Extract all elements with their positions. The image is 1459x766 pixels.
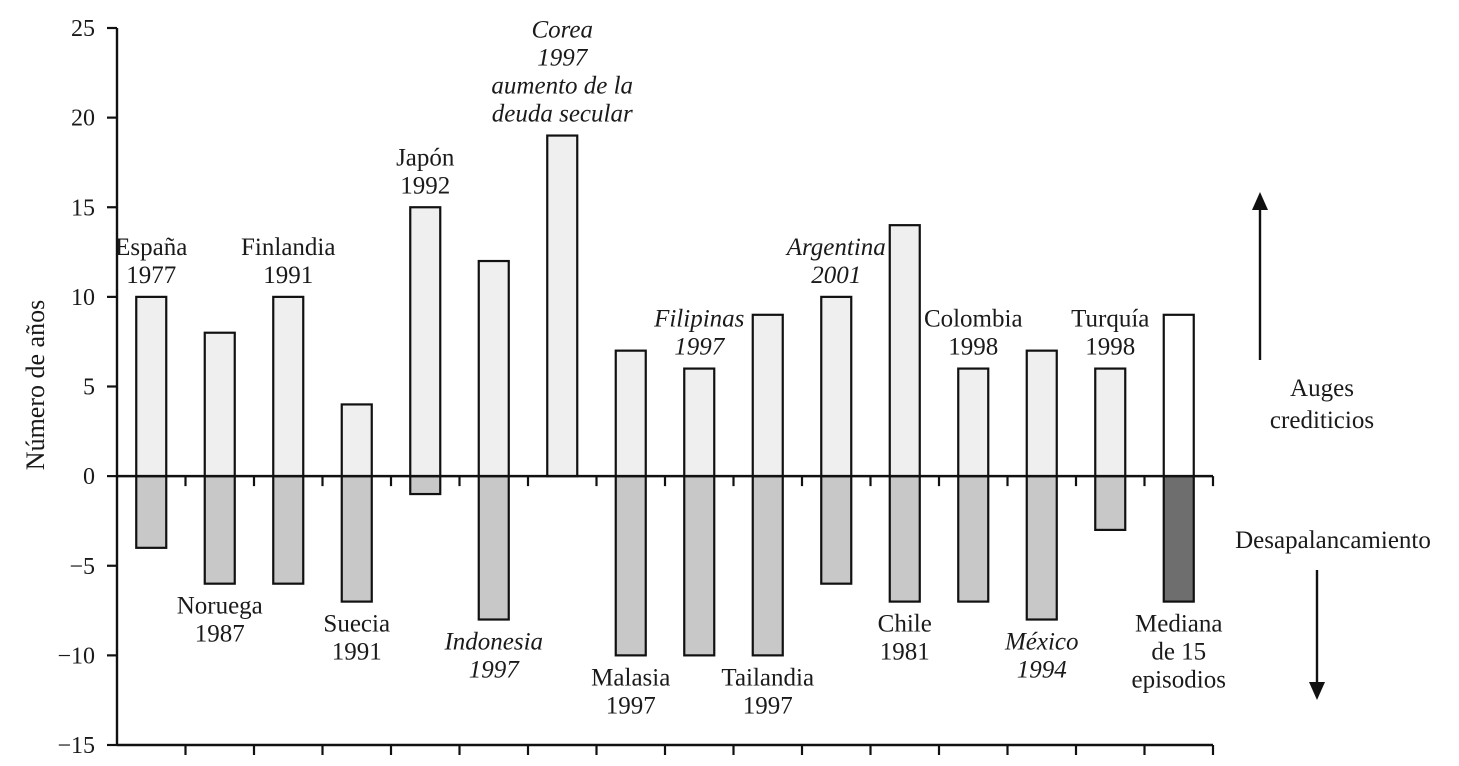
- bar-positive-15: [1162, 313, 1195, 478]
- y-axis-label: Número de años: [21, 300, 50, 470]
- bar-positive-0: [135, 295, 168, 478]
- category-label-5: Indonesia 1997: [443, 629, 543, 684]
- category-label-12: Colombia 1998: [924, 306, 1023, 361]
- y-tick-label: −5: [69, 554, 95, 580]
- bar-positive-7: [614, 349, 647, 478]
- auges-label: Auges crediticios: [1270, 375, 1374, 434]
- y-tick-label: 15: [71, 195, 95, 221]
- category-label-9: Tailandia 1997: [721, 664, 814, 719]
- bar-positive-1: [203, 331, 236, 478]
- bar-negative-0: [135, 475, 168, 549]
- bar-negative-14: [1094, 475, 1127, 532]
- y-tick-label: −15: [57, 733, 95, 759]
- bar-negative-2: [272, 475, 305, 585]
- up-arrow-icon: [1252, 192, 1268, 210]
- bar-positive-8: [683, 367, 716, 478]
- bar-positive-2: [272, 295, 305, 478]
- bar-negative-15: [1162, 475, 1195, 603]
- bar-negative-13: [1025, 475, 1058, 621]
- bar-negative-4: [409, 475, 442, 496]
- bar-positive-12: [957, 367, 990, 478]
- y-tick-label: 5: [83, 375, 95, 401]
- category-label-4: Japón 1992: [396, 144, 455, 199]
- category-label-13: México 1994: [1004, 629, 1079, 684]
- category-label-8: Filipinas 1997: [653, 306, 744, 361]
- bar-positive-11: [888, 224, 921, 478]
- bar-negative-9: [751, 475, 784, 657]
- bar-negative-3: [340, 475, 373, 603]
- y-tick-label: −10: [57, 643, 95, 669]
- y-tick-label: 10: [71, 285, 95, 311]
- down-arrow-icon: [1309, 682, 1325, 700]
- category-label-11: Chile 1981: [878, 611, 932, 666]
- category-label-15: Mediana de 15 episodios: [1132, 611, 1226, 694]
- axes: 25 20 15 10 5 0 −5 −10 −15: [57, 16, 1215, 759]
- bar-negative-8: [683, 475, 716, 657]
- category-label-0: España 1977: [115, 234, 187, 289]
- bar-negative-11: [888, 475, 921, 603]
- side-annotations: Auges crediticios Desapalancamiento: [1235, 192, 1431, 700]
- y-tick-label: 25: [71, 16, 95, 42]
- y-tick-label: 20: [71, 106, 95, 132]
- bar-negative-7: [614, 475, 647, 657]
- category-label-7: Malasia 1997: [591, 664, 670, 719]
- bar-positive-3: [340, 403, 373, 478]
- category-labels: España 1977 Noruega 1987 Finlandia 1991 Suecia…: [115, 17, 1226, 720]
- bar-negative-12: [957, 475, 990, 603]
- category-label-10: Argentina 2001: [785, 234, 886, 289]
- bar-negative-1: [203, 475, 236, 585]
- desapalancamiento-label: Desapalancamiento: [1235, 527, 1431, 554]
- category-label-2: Finlandia 1991: [241, 234, 335, 289]
- bar-positive-10: [820, 295, 853, 478]
- bar-positive-5: [477, 259, 510, 478]
- bar-positive-13: [1025, 349, 1058, 478]
- bar-positive-4: [409, 206, 442, 478]
- category-label-6: Corea 1997 aumento de la deuda secular: [491, 17, 633, 128]
- bar-negative-5: [477, 475, 510, 621]
- bar-positive-14: [1094, 367, 1127, 478]
- bar-positive-6: [546, 134, 579, 478]
- bar-negative-10: [820, 475, 853, 585]
- category-label-3: Suecia 1991: [323, 611, 390, 666]
- category-label-1: Noruega 1987: [177, 593, 263, 648]
- y-tick-label: 0: [83, 464, 95, 490]
- bar-positive-9: [751, 313, 784, 478]
- category-label-14: Turquía 1998: [1071, 306, 1149, 361]
- bars: [135, 134, 1195, 657]
